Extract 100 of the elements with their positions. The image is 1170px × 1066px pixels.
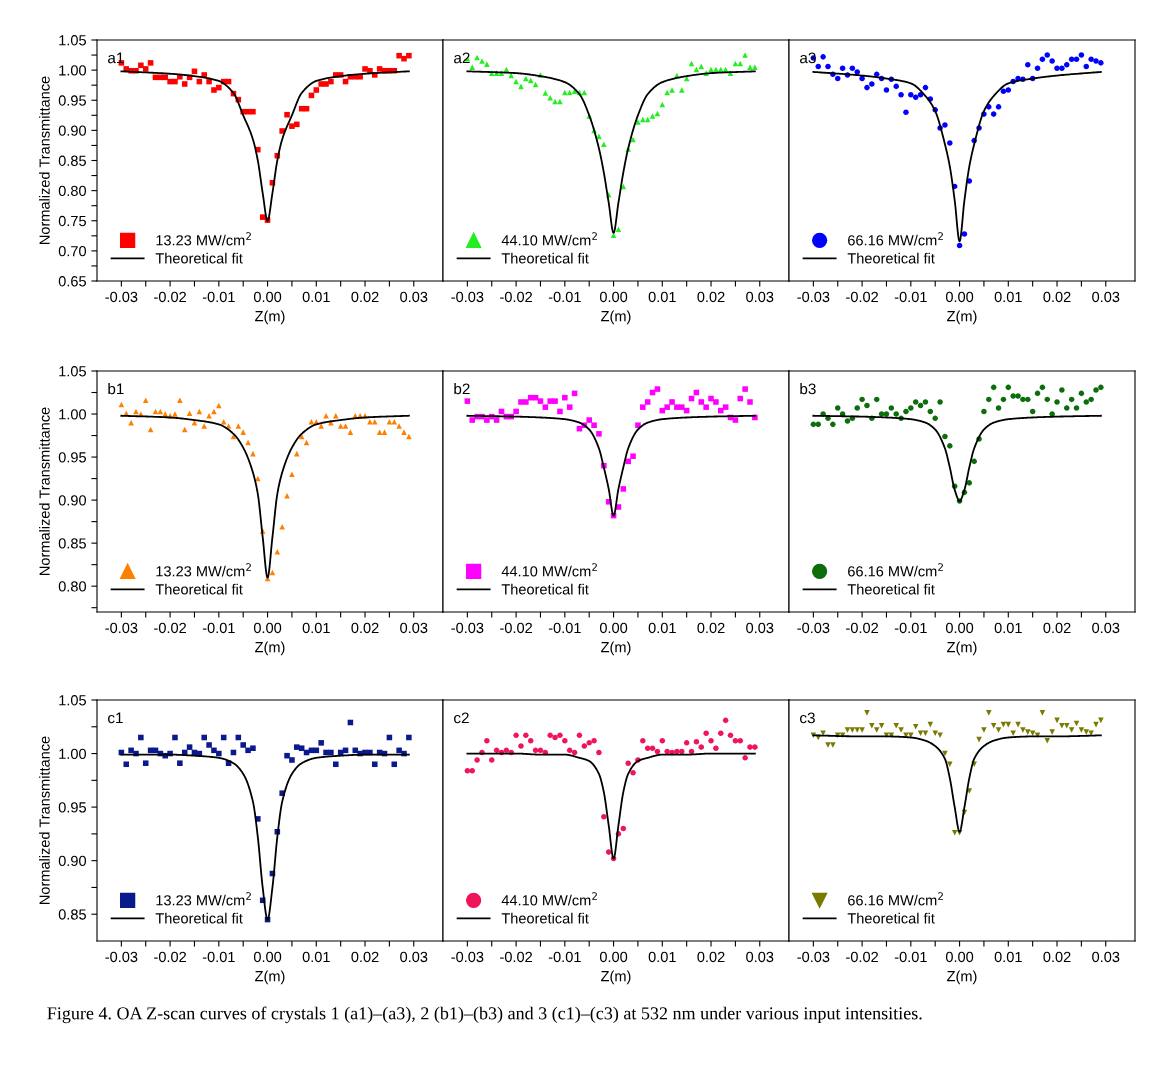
x-axis-title: Z(m) <box>601 641 631 656</box>
x-tick-label: -0.01 <box>548 951 581 963</box>
x-tick-label: -0.02 <box>846 291 878 303</box>
x-tick-label: 0.00 <box>945 951 974 963</box>
x-tick-label: -0.03 <box>451 622 484 634</box>
y-tick-label: 0.90 <box>58 495 87 506</box>
y-tick-label: 0.90 <box>58 855 87 867</box>
x-tick-label: 0.01 <box>994 951 1022 963</box>
x-tick-label: 0.03 <box>400 951 428 963</box>
legend-label: Theoretical fit <box>501 252 589 264</box>
x-tick-label: -0.01 <box>548 622 581 634</box>
x-tick-label: 0.02 <box>351 291 379 303</box>
x-tick-label: 0.00 <box>599 291 628 303</box>
x-tick-label: -0.01 <box>548 291 581 303</box>
legend-label: 66.16 MW/cm$^{2}$ <box>848 563 943 577</box>
x-tick-label: 0.01 <box>302 622 330 634</box>
x-tick-label: -0.02 <box>154 951 186 963</box>
y-tick-label: 0.95 <box>58 802 86 813</box>
y-tick-label: 1.00 <box>59 409 87 420</box>
x-tick-label: 0.01 <box>994 291 1022 303</box>
x-tick-label: 0.03 <box>1092 622 1120 634</box>
x-tick-label: 0.01 <box>994 622 1022 634</box>
x-tick-label: -0.03 <box>105 951 138 963</box>
y-tick-label: 1.05 <box>59 35 86 46</box>
y-tick-label: 0.95 <box>58 95 86 106</box>
y-tick-label: 1.05 <box>59 366 86 377</box>
x-tick-label: 0.02 <box>697 622 725 634</box>
x-tick-label: -0.02 <box>154 622 186 634</box>
x-tick-label: 0.01 <box>648 622 676 634</box>
x-tick-label: -0.01 <box>202 622 235 634</box>
y-tick-label: 1.05 <box>59 695 86 706</box>
x-tick-label: 0.00 <box>253 951 282 963</box>
x-axis-title: Z(m) <box>255 641 285 656</box>
annotation: c2 <box>454 712 469 724</box>
x-tick-label: -0.01 <box>894 622 927 634</box>
x-tick-label: -0.03 <box>105 622 138 634</box>
x-tick-label: 0.03 <box>1092 291 1120 303</box>
y-tick-label: 0.80 <box>58 185 87 197</box>
legend-label: 13.23 MW/cm$^{2}$ <box>156 232 251 246</box>
legend-label: 44.10 MW/cm$^{2}$ <box>501 232 597 246</box>
x-tick-label: -0.03 <box>451 951 484 963</box>
annotation: b1 <box>108 383 124 395</box>
x-tick-label: 0.01 <box>648 951 676 963</box>
x-tick-label: -0.03 <box>105 291 138 303</box>
x-tick-label: -0.03 <box>797 951 830 963</box>
y-axis-title: Normalized Transmittance <box>39 736 50 904</box>
legend-label: Theoretical fit <box>155 583 243 595</box>
annotation: a2 <box>454 52 470 64</box>
x-tick-label: 0.00 <box>945 291 974 303</box>
y-tick-label: 0.95 <box>58 452 86 463</box>
legend-label: 44.10 MW/cm$^{2}$ <box>501 563 597 577</box>
x-tick-label: 0.02 <box>351 622 379 634</box>
y-axis-title: Normalized Transmittance <box>39 76 50 244</box>
legend-label: Theoretical fit <box>847 583 935 595</box>
x-tick-label: 0.00 <box>253 622 282 634</box>
legend-label: 44.10 MW/cm$^{2}$ <box>501 892 597 906</box>
x-tick-label: 0.03 <box>400 622 428 634</box>
x-tick-label: -0.03 <box>797 291 830 303</box>
annotation: c3 <box>800 712 815 724</box>
x-tick-label: 0.01 <box>302 951 330 963</box>
x-tick-label: -0.03 <box>451 291 484 303</box>
x-tick-label: -0.01 <box>202 291 235 303</box>
y-tick-label: 1.00 <box>59 748 87 759</box>
legend-label: Theoretical fit <box>155 912 243 924</box>
x-axis-title: Z(m) <box>947 970 977 985</box>
x-tick-label: -0.03 <box>797 622 830 634</box>
y-tick-label: 0.80 <box>58 581 87 592</box>
y-tick-label: 0.65 <box>58 276 86 287</box>
x-tick-label: 0.00 <box>945 622 974 634</box>
y-tick-label: 0.70 <box>58 245 87 257</box>
annotation: c1 <box>108 712 123 724</box>
x-tick-label: 0.03 <box>400 291 428 303</box>
x-tick-label: 0.02 <box>697 951 725 963</box>
y-tick-label: 0.75 <box>58 215 86 227</box>
x-axis-title: Z(m) <box>255 970 285 985</box>
y-tick-label: 1.00 <box>59 65 87 76</box>
x-tick-label: 0.01 <box>648 291 676 303</box>
x-tick-label: 0.01 <box>302 291 330 303</box>
legend-label: Theoretical fit <box>847 252 935 264</box>
x-tick-label: 0.02 <box>351 951 379 963</box>
x-tick-label: 0.00 <box>253 291 282 303</box>
x-tick-label: 0.03 <box>746 622 774 634</box>
y-axis-title: Normalized Transmittance <box>39 407 50 575</box>
legend-label: 13.23 MW/cm$^{2}$ <box>156 563 251 577</box>
x-axis-title: Z(m) <box>947 310 977 325</box>
x-tick-label: 0.02 <box>697 291 725 303</box>
legend-label: 66.16 MW/cm$^{2}$ <box>848 892 943 906</box>
x-tick-label: 0.03 <box>1092 951 1120 963</box>
y-tick-label: 0.85 <box>58 155 86 166</box>
legend-label: Theoretical fit <box>155 252 243 264</box>
annotation: b2 <box>454 383 470 395</box>
x-tick-label: -0.02 <box>846 951 878 963</box>
x-tick-label: 0.00 <box>599 951 628 963</box>
x-axis-title: Z(m) <box>601 970 631 985</box>
x-tick-label: 0.02 <box>1043 951 1071 963</box>
x-tick-label: -0.02 <box>500 291 532 303</box>
x-tick-label: 0.00 <box>599 622 628 634</box>
x-tick-label: 0.03 <box>746 951 774 963</box>
legend-label: 66.16 MW/cm$^{2}$ <box>848 232 943 246</box>
x-tick-label: -0.02 <box>154 291 186 303</box>
